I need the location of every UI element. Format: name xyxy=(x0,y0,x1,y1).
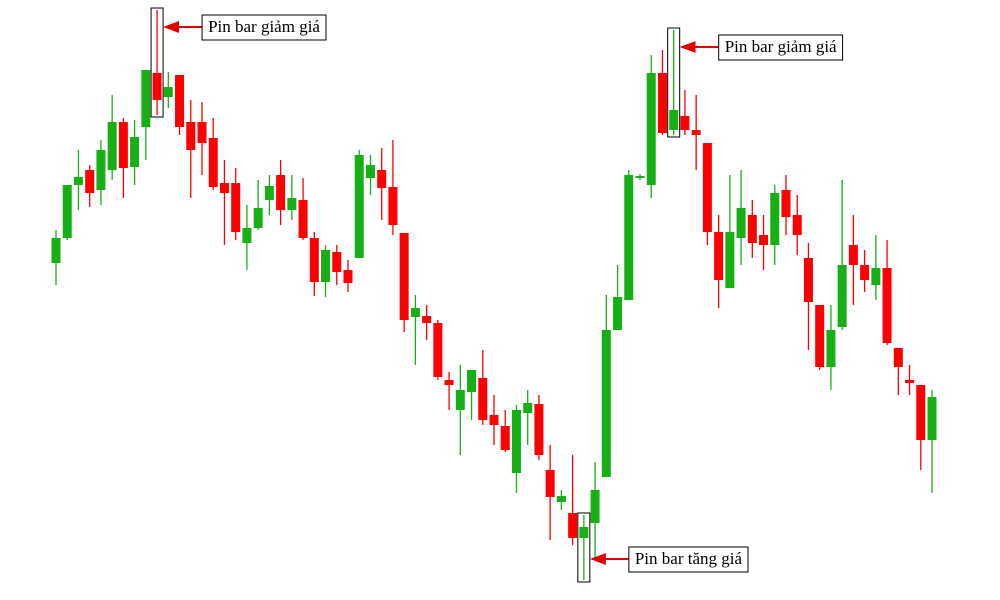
candle-body xyxy=(399,233,409,320)
candle-body xyxy=(601,330,611,477)
candle-body xyxy=(905,380,915,383)
candle-body xyxy=(377,170,387,188)
candle-body xyxy=(545,470,555,497)
candle-body xyxy=(276,175,286,210)
candle-body xyxy=(186,122,196,150)
candle-body xyxy=(51,238,61,263)
candle-body xyxy=(725,232,735,288)
candle-body xyxy=(848,245,858,265)
candle-body xyxy=(747,215,757,243)
candle-body xyxy=(590,490,600,523)
candle-body xyxy=(433,323,443,377)
candle-body xyxy=(422,316,432,323)
candle-body xyxy=(669,110,679,130)
candle-body xyxy=(197,122,207,143)
candle-body xyxy=(287,198,297,210)
candle-body xyxy=(175,75,185,127)
annotation-label: Pin bar giảm giá xyxy=(725,37,837,56)
candle-body xyxy=(680,116,690,130)
candle-body xyxy=(826,330,836,367)
candle-body xyxy=(208,138,218,187)
candle-body xyxy=(298,200,308,238)
candle-body xyxy=(489,415,499,425)
candle-body xyxy=(511,410,521,473)
candle-body xyxy=(635,176,645,178)
candle-body xyxy=(455,390,465,410)
candle-body xyxy=(343,270,353,283)
candle-body xyxy=(152,73,162,100)
candle-body xyxy=(781,190,791,217)
candle-body xyxy=(916,385,926,440)
candle-body xyxy=(815,305,825,367)
candle-body xyxy=(770,193,780,245)
candle-body xyxy=(927,397,937,440)
candle-body xyxy=(107,122,117,170)
annotation-label: Pin bar giảm giá xyxy=(208,17,320,36)
candle-body xyxy=(803,258,813,302)
candle-body xyxy=(871,268,881,285)
candle-body xyxy=(410,308,420,317)
candle-body xyxy=(309,238,319,282)
candle-body xyxy=(73,177,83,185)
annotation-box xyxy=(718,34,844,61)
candle-body xyxy=(253,208,263,228)
candle-body xyxy=(736,208,746,238)
candle-body xyxy=(624,175,634,300)
candle-body xyxy=(792,215,802,235)
candle-body xyxy=(534,404,544,455)
candle-body xyxy=(118,122,128,168)
candle-body xyxy=(62,185,72,238)
candle-body xyxy=(163,87,173,97)
candle-body xyxy=(860,265,870,280)
candle-body xyxy=(500,426,510,450)
candle-body xyxy=(231,183,241,232)
candle-body xyxy=(568,513,578,538)
pin-bar-box xyxy=(667,27,681,138)
annotation-label: Pin bar tăng giá xyxy=(635,549,743,568)
candle-body xyxy=(613,297,623,330)
candle-body xyxy=(354,155,364,258)
pin-bar-box xyxy=(150,7,164,118)
candle-body xyxy=(365,165,375,178)
candle-body xyxy=(702,143,712,232)
candle-body xyxy=(556,496,566,502)
candle-body xyxy=(691,130,701,135)
candle-body xyxy=(759,235,769,245)
candle-body xyxy=(85,170,95,193)
candle-body xyxy=(882,268,892,343)
candle-body xyxy=(219,183,229,193)
candle-body xyxy=(130,137,140,167)
candle-body xyxy=(467,370,477,392)
candle-body xyxy=(714,232,724,280)
candle-body xyxy=(264,186,274,200)
annotation-box xyxy=(628,546,749,573)
candle-body xyxy=(388,187,398,225)
candle-body xyxy=(523,403,533,413)
candle-body xyxy=(893,348,903,367)
candle-body xyxy=(332,252,342,272)
pin-bar-box xyxy=(577,512,591,583)
candle-body xyxy=(444,380,454,385)
candle-body xyxy=(96,150,106,190)
annotation-box xyxy=(201,14,327,41)
candle-body xyxy=(242,228,252,243)
candle-body xyxy=(579,527,589,538)
candle-body xyxy=(657,73,667,133)
candle-body xyxy=(837,265,847,327)
candle-body xyxy=(646,73,656,185)
candle-body xyxy=(141,70,151,127)
candle-body xyxy=(321,250,331,282)
candle-body xyxy=(478,378,488,420)
